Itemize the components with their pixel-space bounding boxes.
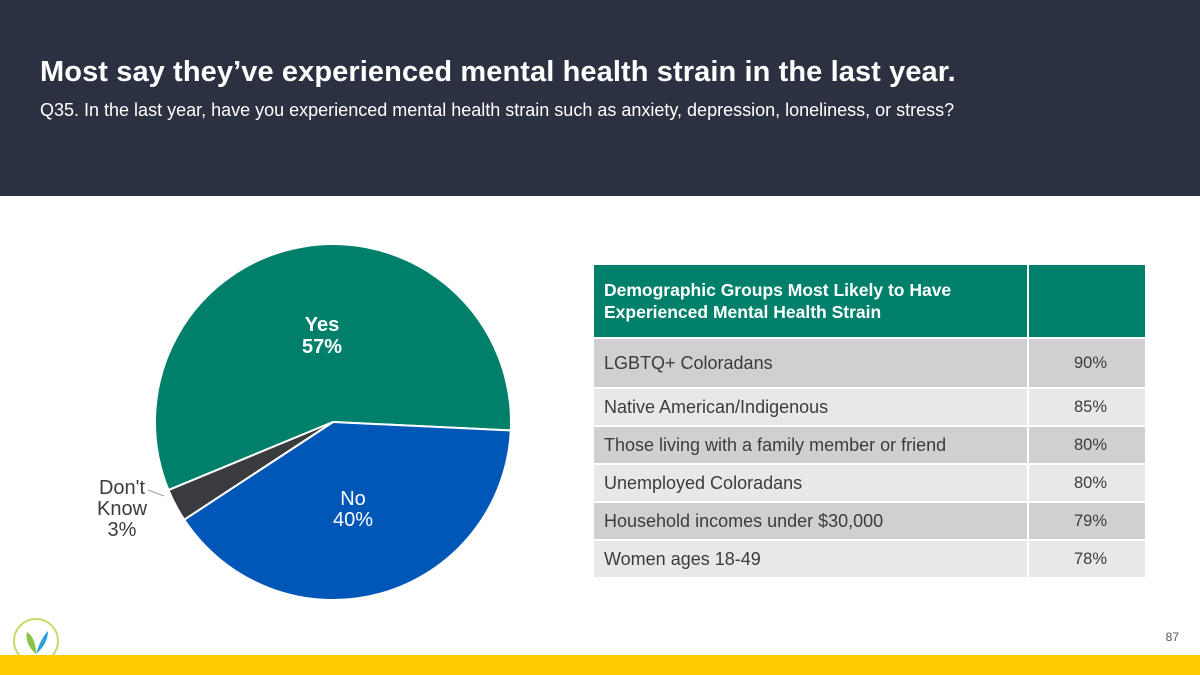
pie-label-dont-know-line2: Know	[97, 498, 148, 520]
pie-value-dont-know: 3%	[108, 519, 137, 541]
table-row: Women ages 18-49 78%	[592, 539, 1147, 579]
table-row: LGBTQ+ Coloradans 90%	[592, 337, 1147, 389]
demographics-table: Demographic Groups Most Likely to Have E…	[592, 263, 1147, 579]
table-row: Native American/Indigenous 85%	[592, 387, 1147, 427]
table-cell-group: Native American/Indigenous	[592, 387, 1029, 427]
table-cell-group: Those living with a family member or fri…	[592, 425, 1029, 465]
pie-chart: Yes 57% No 40% Don't Know 3%	[97, 243, 512, 602]
page-number: 87	[1165, 630, 1179, 644]
table-cell-value: 90%	[1027, 337, 1147, 389]
pie-value-no: 40%	[333, 509, 373, 531]
pie-slice-dont-know	[167, 421, 334, 522]
pie-label-dont-know-line1: Don't	[99, 477, 146, 499]
footer-accent-bar	[0, 655, 1200, 675]
table-header: Demographic Groups Most Likely to Have E…	[592, 263, 1029, 339]
table-cell-group: Household incomes under $30,000	[592, 501, 1029, 541]
table-cell-value: 78%	[1027, 539, 1147, 579]
table-row: Unemployed Coloradans 80%	[592, 463, 1147, 503]
dont-know-leader-line	[147, 489, 165, 497]
table-cell-value: 79%	[1027, 501, 1147, 541]
pie-slice-yes	[154, 243, 512, 492]
page-title: Most say they’ve experienced mental heal…	[40, 56, 956, 88]
table-cell-value: 80%	[1027, 463, 1147, 503]
table-cell-group: Women ages 18-49	[592, 539, 1029, 579]
table-cell-value: 80%	[1027, 425, 1147, 465]
pie-value-yes: 57%	[302, 336, 342, 358]
table-row: Household incomes under $30,000 79%	[592, 501, 1147, 541]
pie-label-no: No	[340, 488, 366, 510]
table-cell-value: 85%	[1027, 387, 1147, 427]
page-subtitle: Q35. In the last year, have you experien…	[40, 100, 955, 120]
table-row: Those living with a family member or fri…	[592, 425, 1147, 465]
pie-label-yes: Yes	[305, 314, 339, 336]
table-header-value-column	[1027, 263, 1147, 339]
table-cell-group: LGBTQ+ Coloradans	[592, 337, 1029, 389]
table-cell-group: Unemployed Coloradans	[592, 463, 1029, 503]
header-banner: Most say they’ve experienced mental heal…	[0, 0, 1200, 196]
